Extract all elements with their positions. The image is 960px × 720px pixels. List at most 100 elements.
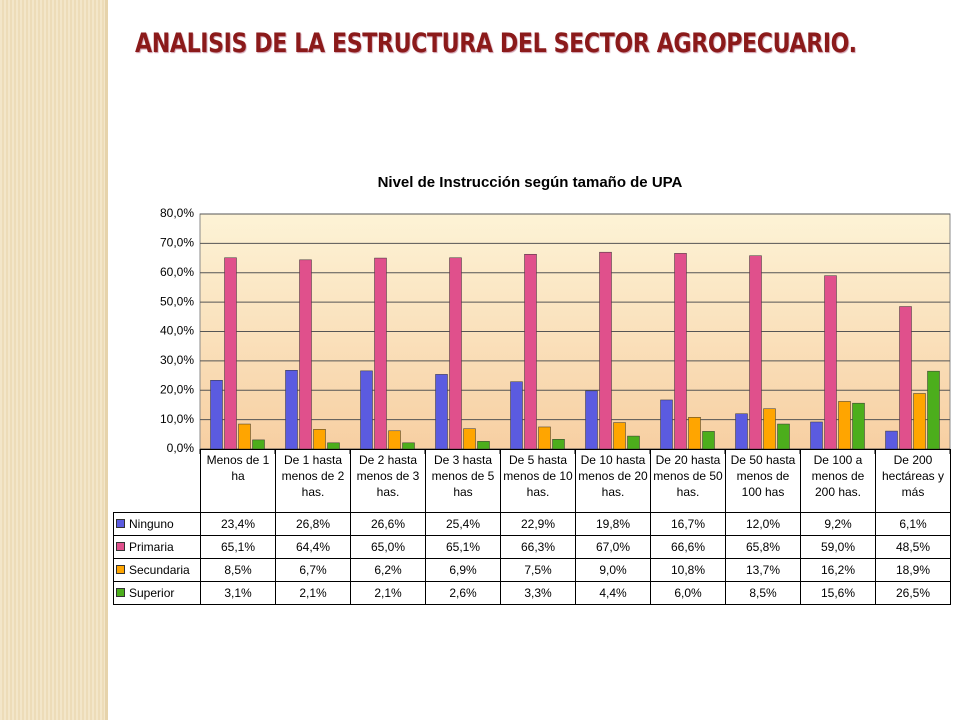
value-cell: 23,4% [200,512,276,536]
bar [599,251,612,450]
bar [552,439,565,450]
value-cell: 66,6% [650,535,726,559]
category-label: De 2 hasta menos de 3 has. [350,449,426,513]
category-label: Menos de 1 ha [200,449,276,513]
slide-title: ANALISIS DE LA ESTRUCTURA DEL SECTOR AGR… [135,28,857,59]
value-cell: 13,7% [725,558,801,582]
bar [899,306,912,450]
category-label: De 5 hasta menos de 10 has. [500,449,576,513]
bar [885,430,898,450]
bar [913,393,926,450]
bar [477,441,490,450]
value-cell: 26,5% [875,581,951,605]
bar [238,423,251,450]
bar [627,435,640,450]
bar [585,390,598,450]
legend-entry: Primaria [113,535,201,559]
value-cell: 19,8% [575,512,651,536]
bar [252,439,265,450]
value-cell: 25,4% [425,512,501,536]
y-tick-label: 10,0% [160,412,194,426]
bar [735,413,748,450]
chart-title: Nivel de Instrucción según tamaño de UPA [378,174,683,191]
series-row: Primaria 65,1% 64,4% 65,0% 65,1% 66,3% 67,0% 66… [113,535,951,559]
value-cell: 65,0% [350,535,426,559]
value-cell: 65,8% [725,535,801,559]
legend-label: Ninguno [129,517,174,531]
bar [388,430,401,450]
legend-label: Superior [129,586,175,600]
legend-entry: Secundaria [113,558,201,582]
value-cell: 9,2% [800,512,876,536]
value-cell: 48,5% [875,535,951,559]
value-cell: 3,3% [500,581,576,605]
value-cell: 6,0% [650,581,726,605]
legend-swatch [116,519,125,528]
bar [510,381,523,450]
series-row: Ninguno 23,4% 26,8% 26,6% 25,4% 22,9% 19,8% 16,… [113,512,951,536]
value-cell: 3,1% [200,581,276,605]
decor-strip [0,0,108,720]
bar [435,374,448,450]
bar [927,370,940,450]
legend-swatch [116,542,125,551]
bar [749,255,762,450]
value-cell: 2,6% [425,581,501,605]
value-cell: 6,9% [425,558,501,582]
y-tick-label: 20,0% [160,382,194,396]
bar [660,399,673,450]
category-label: De 50 hasta menos de 100 has [725,449,801,513]
value-cell: 8,5% [200,558,276,582]
corner-cell [114,450,201,513]
category-label: De 10 hasta menos de 20 has. [575,449,651,513]
category-label: De 200 hectáreas y más [875,449,951,513]
value-cell: 10,8% [650,558,726,582]
y-tick-label: 80,0% [160,206,194,220]
legend-swatch [116,588,125,597]
value-cell: 9,0% [575,558,651,582]
value-cell: 65,1% [425,535,501,559]
bar [777,423,790,450]
bar [524,253,537,450]
bar [313,429,326,450]
bar [374,257,387,450]
bar [824,275,837,450]
value-cell: 26,6% [350,512,426,536]
value-cell: 66,3% [500,535,576,559]
data-table: Menos de 1 ha De 1 hasta menos de 2 has. D… [113,449,951,605]
bar [613,422,626,450]
bar [327,442,340,450]
series-row: Secundaria 8,5% 6,7% 6,2% 6,9% 7,5% 9,0% 10,8% 1… [113,558,951,582]
bar [360,370,373,450]
bar [852,402,865,450]
y-tick-label: 30,0% [160,353,194,367]
value-cell: 4,4% [575,581,651,605]
value-cell: 64,4% [275,535,351,559]
legend-swatch [116,565,125,574]
value-cell: 67,0% [575,535,651,559]
category-label: De 1 hasta menos de 2 has. [275,449,351,513]
value-cell: 2,1% [275,581,351,605]
value-cell: 16,2% [800,558,876,582]
value-cell: 6,7% [275,558,351,582]
category-label: De 20 hasta menos de 50 has. [650,449,726,513]
value-cell: 7,5% [500,558,576,582]
legend-label: Primaria [129,540,174,554]
bar [402,442,415,450]
y-tick-label: 70,0% [160,236,194,250]
value-cell: 6,2% [350,558,426,582]
value-cell: 22,9% [500,512,576,536]
y-tick-label: 0,0% [167,441,195,455]
category-label: De 3 hasta menos de 5 has [425,449,501,513]
value-cell: 2,1% [350,581,426,605]
series-row: Superior 3,1% 2,1% 2,1% 2,6% 3,3% 4,4% 6,0% 8,5%… [113,581,951,605]
value-cell: 12,0% [725,512,801,536]
bar [463,428,476,450]
bar [838,401,851,450]
bar [224,257,237,450]
y-tick-label: 50,0% [160,294,194,308]
bar [449,257,462,450]
legend-label: Secundaria [129,563,190,577]
